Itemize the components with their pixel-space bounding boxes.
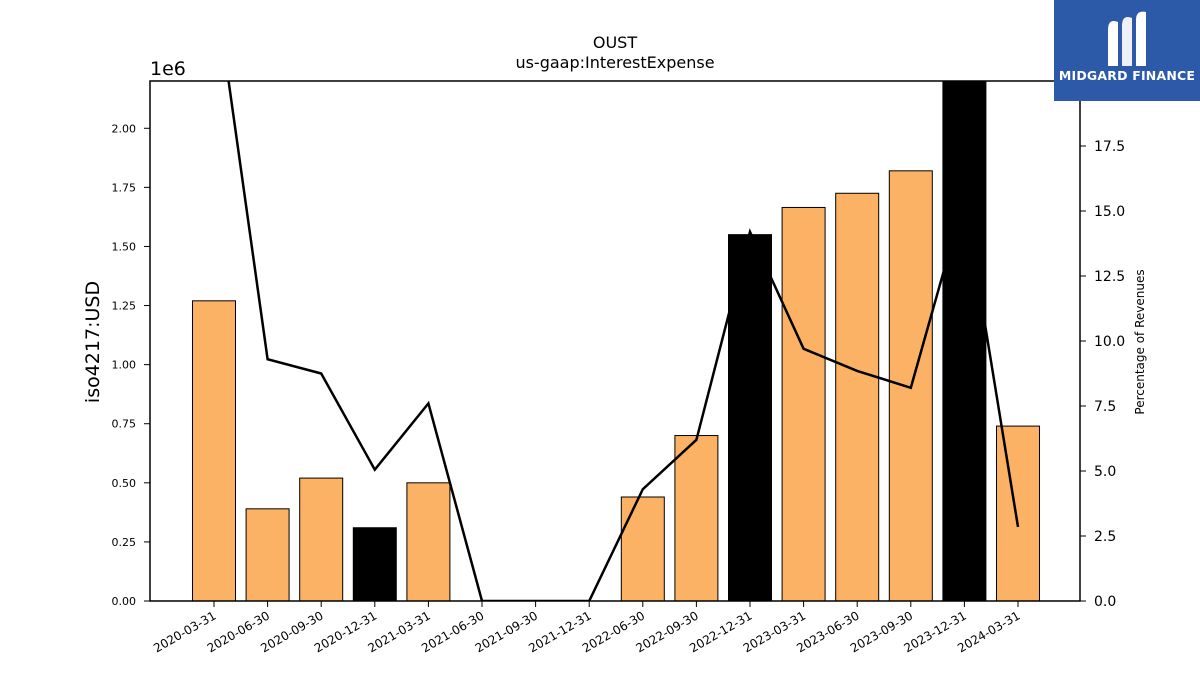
bar-2023-03-31 — [781, 206, 826, 601]
y2-tick-label: 5.0 — [1094, 464, 1116, 480]
logo-text: MIDGARD FINANCE — [1058, 68, 1196, 83]
logo-mark-icon — [1108, 11, 1146, 66]
y-tick-label: 0.25 — [112, 536, 137, 549]
bar-2022-12-31 — [728, 234, 772, 601]
y2-tick-label: 15.0 — [1094, 204, 1125, 220]
y-tick-label: 1.25 — [112, 300, 137, 313]
bar-2024-03-31 — [996, 425, 1040, 601]
bar-2020-06-30 — [245, 508, 290, 601]
bar-2020-12-31 — [352, 527, 397, 601]
y2-tick-label: 7.5 — [1094, 399, 1116, 415]
y2-tick-label: 12.5 — [1094, 269, 1125, 285]
brand-logo: MIDGARD FINANCE — [1054, 0, 1200, 101]
y-axis-label: iso4217:USD — [82, 281, 104, 403]
y2-tick-label: 10.0 — [1094, 334, 1125, 350]
percentage-of-revenues-line — [227, 81, 1020, 601]
y2-tick-label: 2.5 — [1094, 529, 1116, 545]
y2-axis-label: Percentage of Revenues — [1133, 269, 1147, 414]
y-tick-label: 1.75 — [112, 181, 137, 194]
y-tick-label: 0.00 — [112, 595, 137, 608]
bar-2022-09-30 — [674, 435, 719, 601]
bar-2023-12-31 — [942, 81, 987, 601]
bar-2020-03-31 — [192, 300, 236, 601]
y-tick-label: 1.00 — [112, 359, 137, 372]
y-tick-label: 0.75 — [112, 418, 137, 431]
bar-2021-03-31 — [406, 482, 451, 601]
y-tick-label: 2.00 — [112, 122, 137, 135]
y-offset-label: 1e6 — [150, 58, 186, 80]
y-tick-label: 1.50 — [112, 240, 137, 253]
chart-title: OUST — [593, 33, 637, 52]
bar-2020-09-30 — [299, 477, 344, 601]
y2-tick-label: 0.0 — [1094, 594, 1116, 610]
y-tick-label: 0.50 — [112, 477, 137, 490]
bars-group — [192, 81, 1040, 601]
bar-2023-06-30 — [835, 192, 880, 601]
y2-tick-label: 17.5 — [1094, 139, 1125, 155]
bar-2022-06-30 — [620, 496, 665, 601]
line-group — [227, 81, 1020, 601]
chart-subtitle: us-gaap:InterestExpense — [515, 53, 714, 72]
